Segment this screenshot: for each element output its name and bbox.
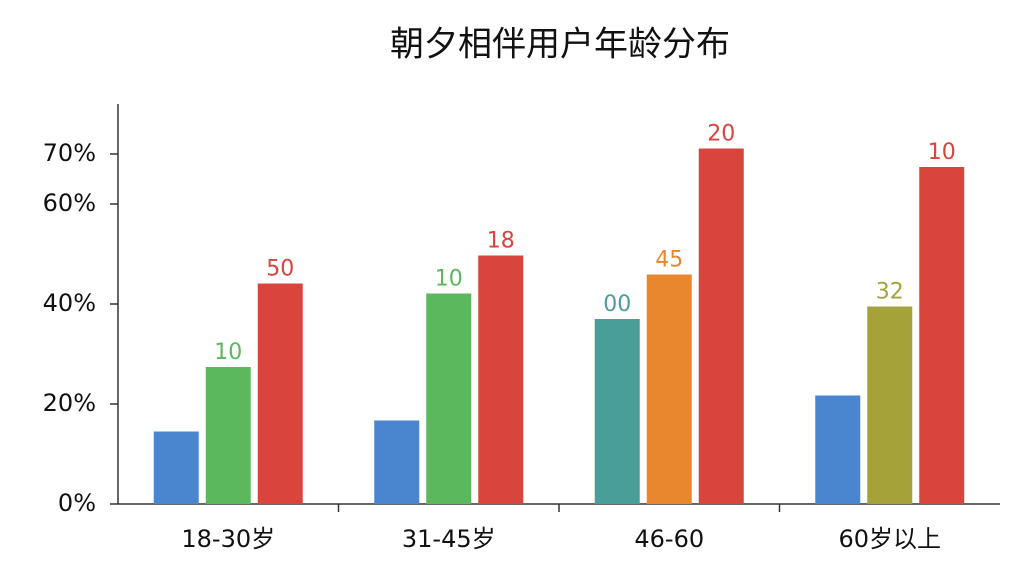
y-tick-label: 70% bbox=[43, 139, 96, 167]
y-tick-label: 40% bbox=[43, 289, 96, 317]
bar-annotation: 10 bbox=[214, 340, 242, 365]
bar-annotation: 50 bbox=[266, 257, 294, 282]
bar bbox=[594, 319, 640, 504]
bar bbox=[698, 148, 744, 504]
bar bbox=[257, 283, 303, 504]
bar bbox=[426, 293, 472, 504]
bar bbox=[815, 395, 861, 504]
bar-annotation: 10 bbox=[928, 140, 956, 165]
bar-annotation: 10 bbox=[435, 267, 463, 292]
y-tick-label: 60% bbox=[43, 189, 96, 217]
bar bbox=[919, 167, 965, 504]
bar bbox=[374, 420, 420, 504]
bar bbox=[646, 274, 692, 504]
bar-annotation: 18 bbox=[487, 229, 515, 254]
bar-annotation: 32 bbox=[876, 280, 904, 305]
bar bbox=[867, 306, 913, 504]
bar-annotation: 00 bbox=[603, 292, 631, 317]
y-tick-label: 20% bbox=[43, 389, 96, 417]
x-tick-label: 31-45岁 bbox=[402, 525, 496, 553]
chart-title: 朝夕相伴用户年龄分布 bbox=[390, 25, 730, 65]
bar bbox=[153, 431, 199, 504]
bar bbox=[205, 367, 251, 504]
bar bbox=[478, 255, 524, 504]
bar-annotation: 20 bbox=[707, 122, 735, 147]
x-tick-label: 60岁以上 bbox=[838, 525, 941, 553]
bar-annotation: 45 bbox=[655, 248, 683, 273]
y-tick-label: 0% bbox=[58, 489, 96, 517]
x-tick-label: 46-60 bbox=[634, 525, 704, 553]
x-tick-label: 18-30岁 bbox=[181, 525, 275, 553]
